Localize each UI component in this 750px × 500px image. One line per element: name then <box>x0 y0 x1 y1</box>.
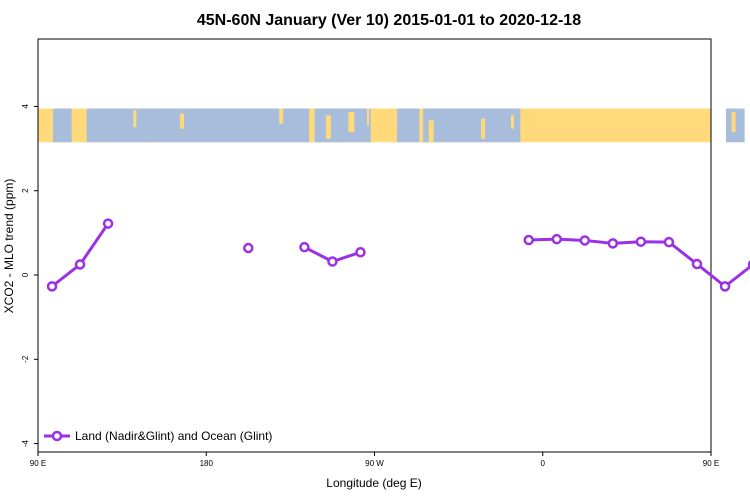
data-point <box>607 238 619 249</box>
series-line <box>528 237 750 288</box>
map-land-patch <box>133 110 137 128</box>
x-tick-label: 90 E <box>30 459 46 468</box>
data-point <box>299 241 310 253</box>
map-ocean-area <box>314 108 371 143</box>
map-ocean-area <box>150 108 179 143</box>
map-ocean-area <box>396 108 420 143</box>
legend-marker <box>51 430 63 442</box>
map-land-patch <box>367 108 370 126</box>
data-point <box>46 281 58 292</box>
data-point <box>74 259 86 270</box>
map-ocean-area <box>86 108 151 143</box>
legend: Land (Nadir&Glint) and Ocean (Glint) <box>44 429 272 443</box>
map-ocean-area <box>423 108 521 143</box>
y-axis-label: XCO2 - MLO trend (ppm) <box>2 179 16 314</box>
map-land-patch <box>731 111 736 133</box>
data-point <box>523 234 534 246</box>
legend-label: Land (Nadir&Glint) and Ocean (Glint) <box>75 429 272 443</box>
data-point <box>102 218 114 229</box>
y-tick-label: 0 <box>21 272 30 277</box>
y-tick-label: -2 <box>21 355 30 363</box>
map-ocean-area <box>52 108 72 143</box>
map-land-patch <box>325 115 331 139</box>
series-layer <box>46 218 750 292</box>
chart-title: 45N-60N January (Ver 10) 2015-01-01 to 2… <box>197 12 581 29</box>
x-tick-label: 90 W <box>365 459 384 468</box>
data-point <box>327 256 338 267</box>
map-ocean-area <box>178 108 310 143</box>
y-tick-label: 4 <box>21 104 30 109</box>
x-tick-label: 90 E <box>703 459 719 468</box>
x-axis-label: Longitude (deg E) <box>326 476 421 490</box>
data-point <box>635 236 647 247</box>
y-tick-label: -4 <box>21 439 30 447</box>
data-point <box>691 258 703 270</box>
data-point <box>719 281 731 292</box>
map-land-patch <box>279 108 284 124</box>
map-land-patch <box>180 113 185 129</box>
map-land-patch <box>510 115 514 129</box>
x-tick-label: 0 <box>541 459 546 468</box>
data-point <box>355 246 366 258</box>
map-land-patch <box>428 120 434 143</box>
y-axis: -4 -2 0 2 4 <box>21 104 38 447</box>
x-tick-label: 180 <box>200 459 214 468</box>
data-point <box>551 233 563 245</box>
data-point <box>663 236 675 248</box>
map-land-patch <box>348 111 355 133</box>
map-land-patch <box>481 118 486 139</box>
world-map-band <box>38 108 745 143</box>
data-point <box>579 235 591 246</box>
data-point <box>243 242 254 254</box>
series-line <box>51 222 110 288</box>
y-tick-label: 2 <box>21 188 30 193</box>
